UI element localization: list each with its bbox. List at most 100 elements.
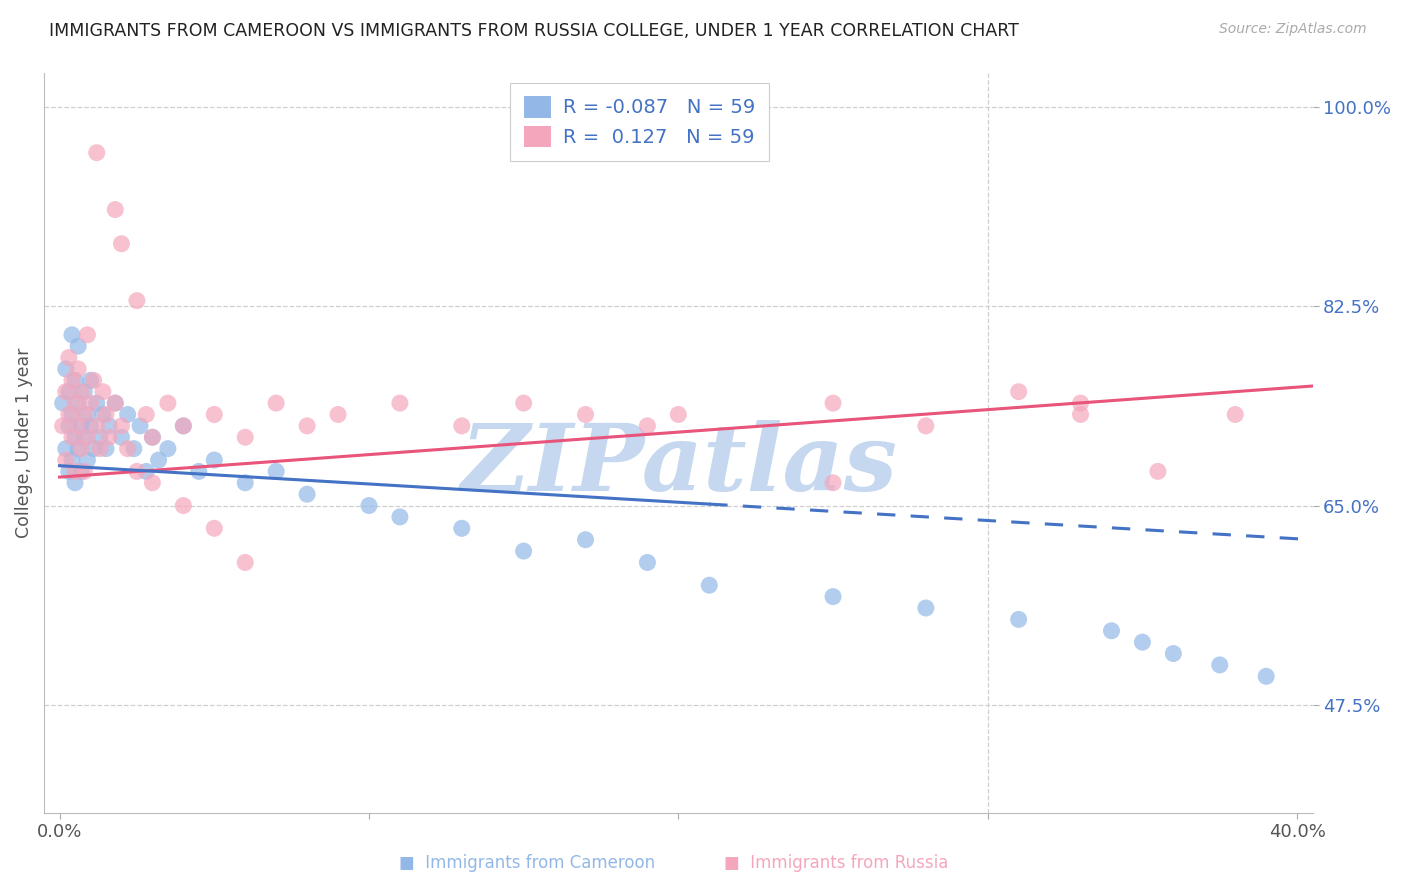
Text: ZIPatlas: ZIPatlas [460, 420, 897, 510]
Point [63, 373, 86, 387]
Point [1225, 408, 1247, 422]
Point [326, 408, 349, 422]
Point [264, 464, 287, 478]
Point [63, 430, 86, 444]
Point [94, 408, 117, 422]
Point [1008, 384, 1031, 399]
Point [636, 418, 658, 433]
Point [58, 418, 80, 433]
Text: ■  Immigrants from Russia: ■ Immigrants from Russia [724, 855, 949, 872]
Point [1163, 647, 1185, 661]
Point [821, 590, 844, 604]
Point [636, 556, 658, 570]
Point [60, 373, 83, 387]
Point [1008, 612, 1031, 626]
Point [52, 396, 75, 410]
Point [60, 408, 83, 422]
Point [91, 408, 114, 422]
Point [76, 408, 98, 422]
Point [70, 442, 93, 456]
Point [125, 293, 148, 308]
Point [156, 442, 179, 456]
Point [76, 453, 98, 467]
Point [821, 396, 844, 410]
Point [141, 430, 163, 444]
Point [70, 384, 93, 399]
Point [76, 327, 98, 342]
Text: ■  Immigrants from Cameroon: ■ Immigrants from Cameroon [399, 855, 655, 872]
Point [915, 601, 938, 615]
Point [63, 396, 86, 410]
Point [67, 442, 90, 456]
Point [104, 396, 127, 410]
Point [58, 464, 80, 478]
Point [67, 418, 90, 433]
Point [55, 442, 77, 456]
Point [388, 396, 411, 410]
Point [666, 408, 689, 422]
Point [1101, 624, 1123, 638]
Point [70, 464, 93, 478]
Point [295, 418, 318, 433]
Point [67, 396, 90, 410]
Point [98, 430, 121, 444]
Point [63, 464, 86, 478]
Point [1070, 396, 1092, 410]
Point [512, 544, 534, 558]
Point [70, 418, 93, 433]
Point [67, 339, 90, 353]
Point [52, 418, 75, 433]
Point [55, 384, 77, 399]
Point [187, 464, 209, 478]
Point [135, 464, 157, 478]
Point [574, 533, 596, 547]
Point [233, 430, 256, 444]
Point [1070, 408, 1092, 422]
Point [55, 362, 77, 376]
Point [104, 396, 127, 410]
Text: Source: ZipAtlas.com: Source: ZipAtlas.com [1219, 22, 1367, 37]
Point [388, 510, 411, 524]
Point [73, 384, 96, 399]
Point [89, 442, 111, 456]
Point [122, 442, 145, 456]
Text: IMMIGRANTS FROM CAMEROON VS IMMIGRANTS FROM RUSSIA COLLEGE, UNDER 1 YEAR CORRELA: IMMIGRANTS FROM CAMEROON VS IMMIGRANTS F… [49, 22, 1019, 40]
Point [79, 418, 101, 433]
Point [98, 418, 121, 433]
Point [55, 453, 77, 467]
Point [172, 418, 194, 433]
Point [264, 396, 287, 410]
Point [110, 430, 132, 444]
Point [67, 362, 90, 376]
Point [86, 418, 108, 433]
Point [172, 499, 194, 513]
Point [58, 384, 80, 399]
Legend: R = -0.087   N = 59, R =  0.127   N = 59: R = -0.087 N = 59, R = 0.127 N = 59 [510, 83, 769, 161]
Point [79, 396, 101, 410]
Point [125, 464, 148, 478]
Point [202, 521, 225, 535]
Point [697, 578, 720, 592]
Point [915, 418, 938, 433]
Point [60, 453, 83, 467]
Point [79, 373, 101, 387]
Point [110, 236, 132, 251]
Point [141, 475, 163, 490]
Point [450, 521, 472, 535]
Point [73, 408, 96, 422]
Point [233, 556, 256, 570]
Point [295, 487, 318, 501]
Y-axis label: College, Under 1 year: College, Under 1 year [15, 348, 32, 538]
Point [156, 396, 179, 410]
Point [129, 418, 152, 433]
Point [357, 499, 380, 513]
Point [73, 430, 96, 444]
Point [202, 408, 225, 422]
Point [1147, 464, 1170, 478]
Point [148, 453, 170, 467]
Point [58, 351, 80, 365]
Point [574, 408, 596, 422]
Point [63, 475, 86, 490]
Point [104, 202, 127, 217]
Point [202, 453, 225, 467]
